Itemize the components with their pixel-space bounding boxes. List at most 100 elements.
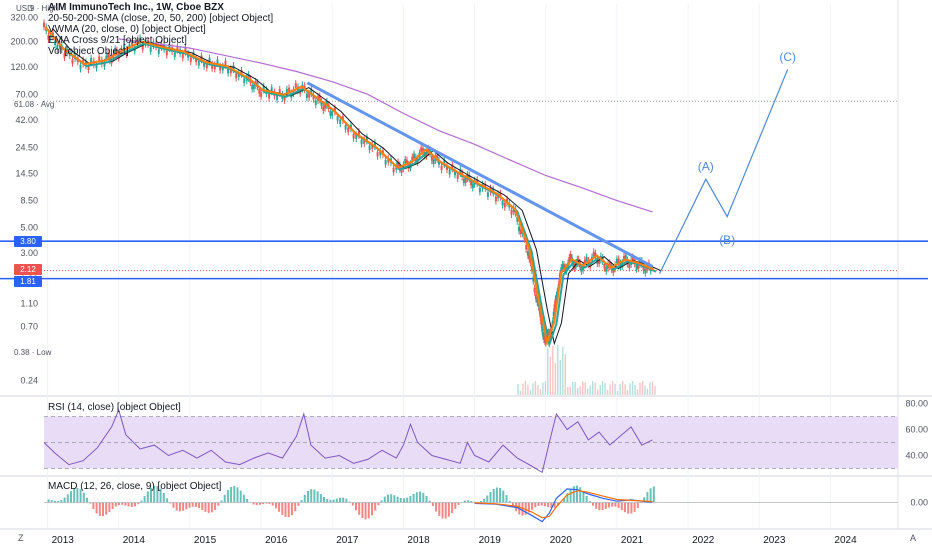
- volume-bar: [552, 345, 554, 395]
- macd-hist-bar: [50, 500, 53, 503]
- sma200-line: [118, 38, 653, 213]
- macd-hist-bar: [377, 502, 380, 506]
- macd-hist-bar: [156, 486, 159, 503]
- candle-body: [478, 187, 481, 193]
- volume-bar: [601, 381, 604, 395]
- candle-body: [569, 254, 572, 259]
- macd-hist-bar: [166, 498, 169, 503]
- macd-hist-bar: [73, 488, 76, 503]
- macd-hist-bar: [543, 502, 546, 507]
- candle-body: [533, 287, 536, 293]
- macd-hist-bar: [79, 489, 82, 503]
- macd-hist-bar: [553, 502, 556, 508]
- candle-body: [536, 298, 539, 303]
- candle-body: [240, 70, 243, 75]
- candle-body: [438, 160, 440, 165]
- macd-hist-bar: [255, 502, 258, 506]
- ema21-line: [46, 28, 657, 349]
- low-label: 0.38 · Low: [14, 348, 52, 357]
- candle-body: [365, 136, 368, 142]
- macd-hist-bar: [82, 492, 85, 503]
- volume-bar: [592, 381, 594, 395]
- volume-bar: [606, 390, 609, 395]
- macd-hist-bar: [313, 489, 316, 503]
- legend-vol[interactable]: Vol [object Object]: [48, 46, 129, 57]
- legend-ema-cross[interactable]: EMA Cross 9/21 [object Object]: [48, 35, 187, 46]
- candle-body: [405, 159, 408, 165]
- candle-body: [355, 134, 358, 139]
- volume-bar: [544, 381, 547, 395]
- price-badge-3.80: 3.80: [14, 236, 42, 247]
- candle-body: [432, 159, 435, 165]
- symbol-title[interactable]: AIM ImmunoTech Inc., 1W, Cboe BZX: [48, 2, 224, 13]
- macd-hist-bar: [274, 502, 277, 509]
- macd-hist-bar: [185, 502, 188, 510]
- price-tick-label: 120.00: [10, 62, 38, 72]
- macd-hist-bar: [643, 497, 646, 503]
- macd-hist-bar: [57, 501, 60, 503]
- x-tick-label: 2016: [265, 535, 288, 546]
- candle-body: [518, 226, 520, 232]
- candle-body: [258, 89, 261, 94]
- macd-hist-bar: [92, 502, 95, 510]
- volume-bar: [646, 388, 649, 395]
- descending-trendline: [306, 81, 654, 268]
- legend-sma[interactable]: 20-50-200-SMA (close, 20, 50, 200) [obje…: [48, 13, 274, 24]
- macd-hist-bar: [633, 502, 636, 512]
- candle-body: [312, 94, 315, 100]
- macd-hist-bar: [153, 485, 156, 503]
- candle-body: [499, 192, 502, 198]
- volume-bar: [651, 381, 654, 395]
- candle-body: [216, 59, 219, 64]
- macd-hist-bar: [114, 502, 117, 507]
- candle-body: [530, 266, 533, 271]
- candle-body: [541, 326, 544, 332]
- volume-bar: [629, 383, 631, 395]
- price-tick-label: 3.00: [20, 248, 38, 258]
- macd-pane-label[interactable]: MACD (12, 26, close, 9) [object Object]: [48, 481, 222, 492]
- vwma-line: [52, 27, 662, 346]
- macd-hist-bar: [592, 502, 594, 506]
- macd-hist-bar: [262, 502, 265, 504]
- macd-hist-bar: [364, 502, 367, 520]
- avg-label: 61.08 · Avg: [14, 100, 55, 109]
- macd-hist-bar: [182, 502, 185, 511]
- candle-body: [211, 64, 214, 69]
- auto-scale-button[interactable]: A: [910, 533, 917, 543]
- macd-tick-label: 0.00: [910, 498, 928, 508]
- candle-body: [184, 48, 187, 53]
- volume-bar: [564, 353, 566, 395]
- macd-hist-bar: [297, 502, 300, 506]
- price-tick-label: 8.50: [20, 196, 38, 206]
- macd-hist-bar: [230, 487, 233, 503]
- wave-label-2: (C): [779, 50, 796, 64]
- macd-hist-bar: [387, 494, 389, 503]
- rsi-pane-label[interactable]: RSI (14, close) [object Object]: [48, 402, 181, 413]
- candle-body: [544, 338, 547, 344]
- candle-body: [420, 147, 423, 152]
- volume-bar: [587, 388, 589, 395]
- candle-body: [614, 264, 617, 270]
- candle-body: [314, 100, 317, 105]
- z-button[interactable]: Z: [18, 533, 24, 543]
- macd-hist-bar: [361, 502, 364, 519]
- candle-body: [107, 53, 109, 58]
- legend-vwma[interactable]: VWMA (20, close, 0) [object Object]: [48, 24, 206, 35]
- macd-hist-bar: [95, 502, 98, 514]
- volume-bar: [524, 381, 527, 395]
- macd-hist-bar: [611, 502, 614, 507]
- macd-hist-bar: [233, 486, 236, 503]
- macd-hist-bar: [371, 502, 373, 516]
- candle-body: [556, 291, 559, 296]
- macd-hist-bar: [524, 502, 527, 515]
- volume-bar: [517, 383, 519, 395]
- currency-label[interactable]: USD: [16, 4, 33, 13]
- macd-hist-bar: [265, 502, 268, 504]
- candle-body: [322, 106, 325, 111]
- candle-body: [43, 22, 45, 28]
- macd-hist-bar: [489, 492, 492, 503]
- macd-hist-bar: [636, 502, 639, 509]
- macd-hist-bar: [169, 502, 172, 504]
